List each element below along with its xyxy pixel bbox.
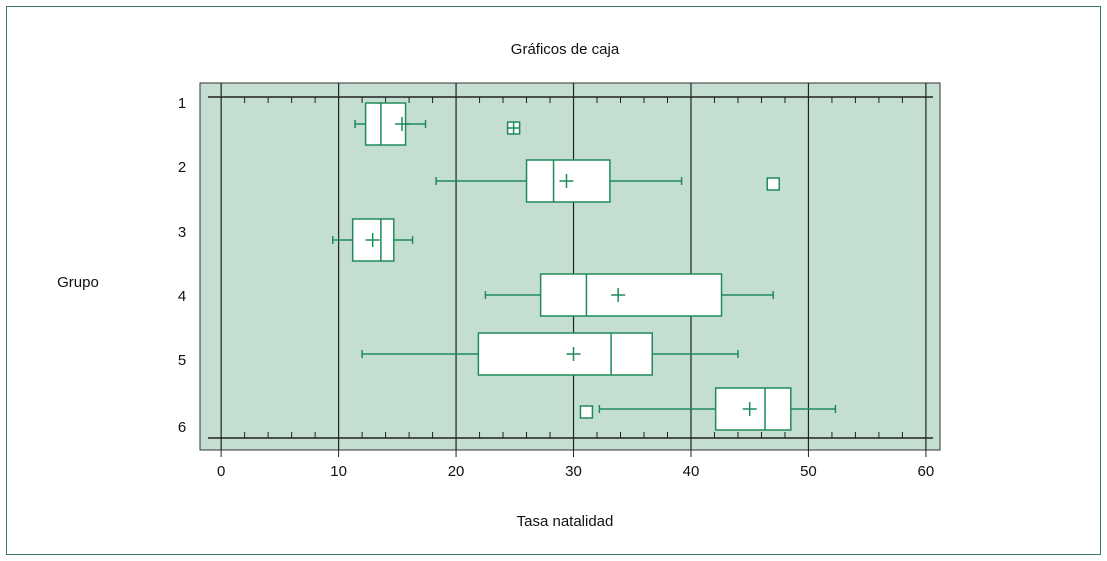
frame xyxy=(6,6,1101,555)
mean-marker xyxy=(611,288,626,302)
mean-marker xyxy=(566,347,581,361)
outlier-cross xyxy=(507,122,520,134)
y-tick-label: 5 xyxy=(178,352,186,369)
mean-marker xyxy=(559,174,574,188)
y-tick-label: 2 xyxy=(178,159,186,176)
x-tick-label: 60 xyxy=(918,463,935,480)
mean-marker xyxy=(365,233,380,247)
x-tick-label: 0 xyxy=(217,463,225,480)
y-axis-label: Grupo xyxy=(57,274,99,291)
y-tick-label: 3 xyxy=(178,224,186,241)
chart-title: Gráficos de caja xyxy=(511,41,620,58)
outlier xyxy=(579,405,594,419)
plot-area xyxy=(199,82,941,451)
x-tick-label: 40 xyxy=(683,463,700,480)
mean-marker xyxy=(395,117,410,131)
box xyxy=(477,332,653,376)
y-tick-label: 1 xyxy=(178,95,186,112)
y-tick-label: 6 xyxy=(178,419,186,436)
x-tick-label: 30 xyxy=(565,463,582,480)
x-tick-label: 50 xyxy=(800,463,817,480)
mean-marker xyxy=(742,402,757,416)
x-tick-label: 20 xyxy=(448,463,465,480)
x-axis-label: Tasa natalidad xyxy=(517,513,614,530)
y-tick-label: 4 xyxy=(178,288,186,305)
box xyxy=(539,273,723,317)
x-tick-label: 10 xyxy=(330,463,347,480)
outlier xyxy=(766,177,780,191)
